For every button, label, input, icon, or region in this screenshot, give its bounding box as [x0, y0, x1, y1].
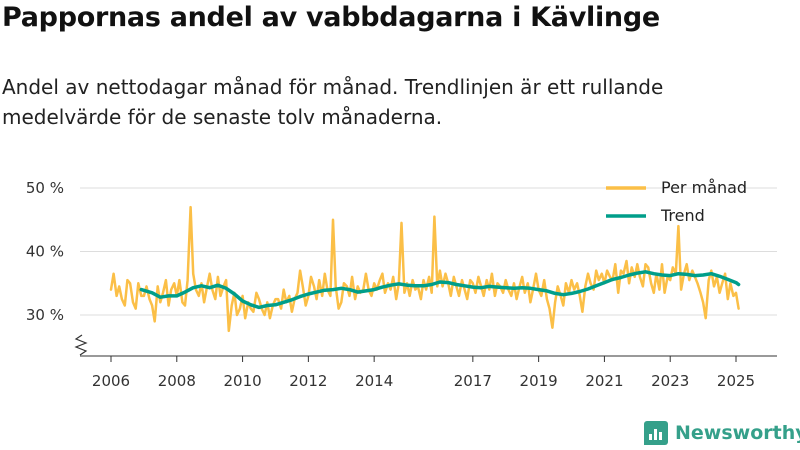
chart-legend: Per månad Trend — [606, 178, 747, 225]
gridlines: 30 % 40 % 50 % — [26, 179, 777, 324]
series-lines — [109, 205, 741, 333]
x-tick-label: 2014 — [355, 372, 393, 390]
x-tick-label: 2008 — [158, 372, 196, 390]
x-tick-label: 2006 — [92, 372, 130, 390]
legend-label: Per månad — [661, 178, 747, 197]
legend-label: Trend — [660, 206, 705, 225]
chart-title: Pappornas andel av vabbdagarna i Kävling… — [2, 2, 660, 33]
axis-break-icon — [74, 334, 88, 356]
brand-name: Newsworthy — [675, 422, 800, 444]
y-tick-label: 30 % — [26, 306, 64, 324]
y-tick-label: 50 % — [26, 179, 64, 197]
x-tick-label: 2012 — [289, 372, 327, 390]
x-tick-label: 2019 — [520, 372, 558, 390]
x-tick-label: 2017 — [454, 372, 492, 390]
bar-chart-logo-icon — [644, 421, 668, 445]
axes: 2006 2008 2010 2012 2014 2017 2019 2021 2023 2025 — [74, 334, 777, 390]
chart-subtitle: Andel av nettodagar månad för månad. Tre… — [2, 75, 664, 129]
x-tick-label: 2021 — [585, 372, 623, 390]
series-line-trend — [139, 270, 741, 310]
x-tick-label: 2023 — [651, 372, 689, 390]
newsworthy-logo: Newsworthy — [644, 420, 800, 446]
x-tick-label: 2025 — [717, 372, 755, 390]
x-tick-label: 2010 — [223, 372, 261, 390]
y-tick-label: 40 % — [26, 243, 64, 261]
series-line-per-manad — [109, 205, 740, 333]
